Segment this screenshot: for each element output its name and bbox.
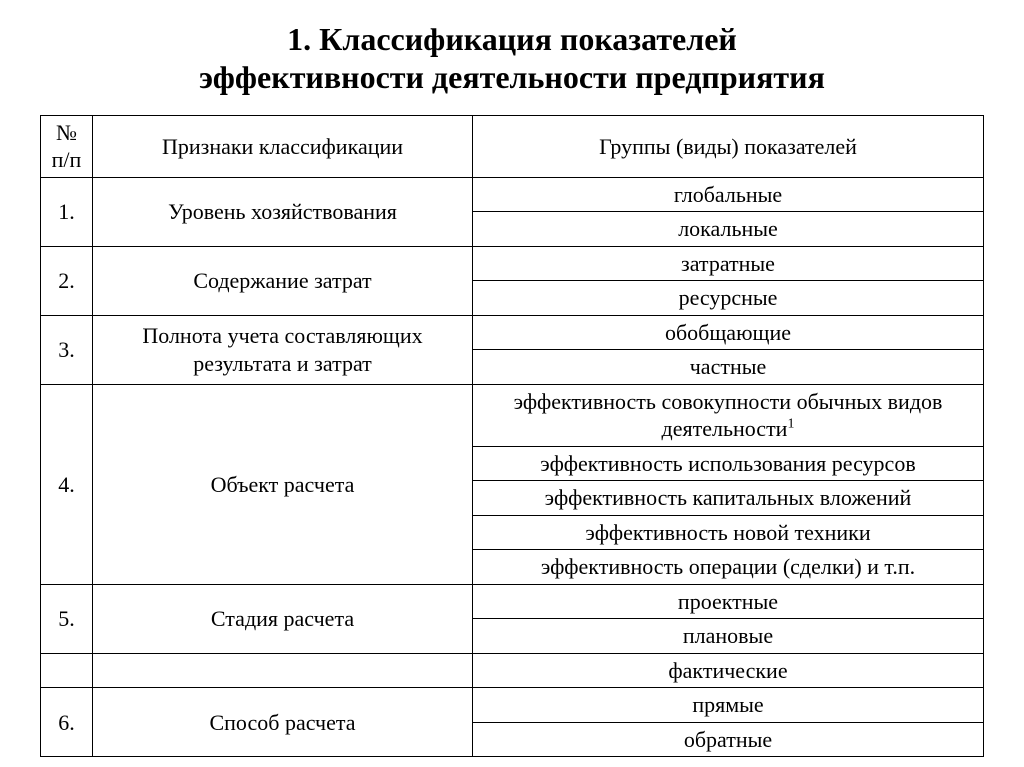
cell-feature: Полнота учета составляющих результата и …	[93, 315, 473, 384]
cell-group: эффективность операции (сделки) и т.п.	[473, 550, 984, 585]
cell-group: эффективность использования ресурсов	[473, 446, 984, 481]
cell-feature: Уровень хозяйствования	[93, 177, 473, 246]
page-title: 1. Классификация показателей эффективнос…	[40, 20, 984, 97]
cell-feature: Содержание затрат	[93, 246, 473, 315]
cell-group: глобальные	[473, 177, 984, 212]
cell-group: эффективность совокупности обычных видов…	[473, 384, 984, 446]
cell-group: прямые	[473, 688, 984, 723]
cell-group: ресурсные	[473, 281, 984, 316]
table-row: 1. Уровень хозяйствования глобальные	[41, 177, 984, 212]
table-row: 2. Содержание затрат затратные	[41, 246, 984, 281]
cell-feature-empty	[93, 653, 473, 688]
cell-num: 6.	[41, 688, 93, 757]
cell-num: 4.	[41, 384, 93, 584]
cell-num: 3.	[41, 315, 93, 384]
cell-feature: Способ расчета	[93, 688, 473, 757]
cell-feature: Стадия расчета	[93, 584, 473, 653]
cell-num: 1.	[41, 177, 93, 246]
cell-group-text: эффективность совокупности обычных видов…	[514, 389, 943, 442]
cell-group: эффективность новой техники	[473, 515, 984, 550]
table-row: 3. Полнота учета составляющих результата…	[41, 315, 984, 350]
header-group: Группы (виды) показателей	[473, 115, 984, 177]
cell-num: 5.	[41, 584, 93, 653]
cell-group: фактические	[473, 653, 984, 688]
table-row: фактические	[41, 653, 984, 688]
cell-group: эффективность капитальных вложений	[473, 481, 984, 516]
title-line-2: эффективности деятельности предприятия	[199, 59, 825, 95]
classification-table: № п/п Признаки классификации Группы (вид…	[40, 115, 984, 758]
cell-group: обобщающие	[473, 315, 984, 350]
footnote-marker: 1	[787, 417, 794, 432]
cell-group: плановые	[473, 619, 984, 654]
cell-group: проектные	[473, 584, 984, 619]
header-feature: Признаки классификации	[93, 115, 473, 177]
table-row: 6. Способ расчета прямые	[41, 688, 984, 723]
table-row: 4. Объект расчета эффективность совокупн…	[41, 384, 984, 446]
table-header-row: № п/п Признаки классификации Группы (вид…	[41, 115, 984, 177]
cell-feature: Объект расчета	[93, 384, 473, 584]
cell-group: обратные	[473, 722, 984, 757]
header-num: № п/п	[41, 115, 93, 177]
title-line-1: 1. Классификация показателей	[287, 21, 737, 57]
table-row: 5. Стадия расчета проектные	[41, 584, 984, 619]
cell-group: затратные	[473, 246, 984, 281]
cell-group: локальные	[473, 212, 984, 247]
cell-num: 2.	[41, 246, 93, 315]
cell-num-empty	[41, 653, 93, 688]
cell-group: частные	[473, 350, 984, 385]
